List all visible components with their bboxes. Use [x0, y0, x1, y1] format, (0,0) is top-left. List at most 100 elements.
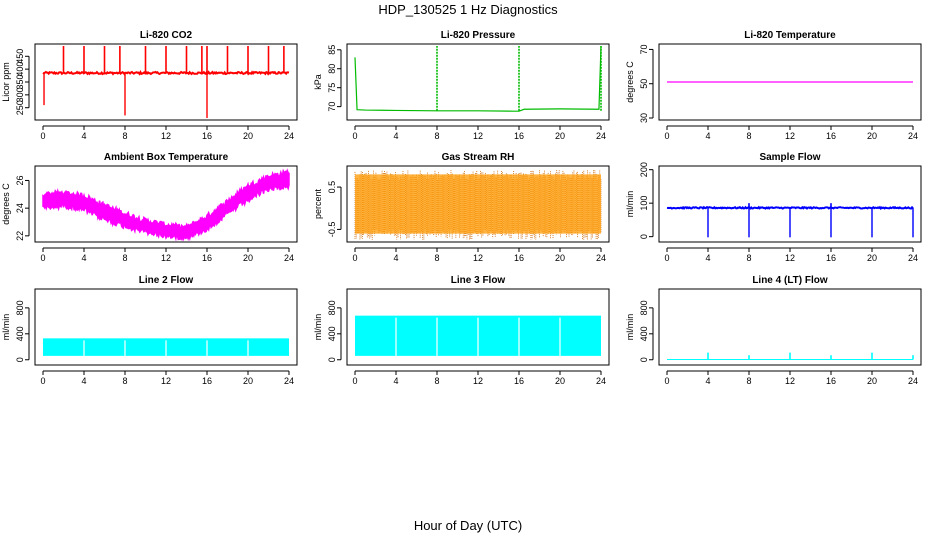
x-tick-label: 8 [434, 253, 439, 263]
x-tick-label: 12 [473, 131, 483, 141]
x-tick-label: 8 [746, 376, 751, 386]
x-tick-label: 24 [908, 376, 918, 386]
x-tick-label: 8 [746, 253, 751, 263]
y-tick-label: 200 [639, 162, 649, 177]
x-tick-label: 24 [596, 131, 606, 141]
data-series [354, 170, 602, 240]
x-tick-label: 20 [867, 376, 877, 386]
x-tick-label: 16 [514, 376, 524, 386]
x-tick-label: 12 [161, 131, 171, 141]
data-series [43, 338, 289, 356]
x-tick-label: 12 [161, 253, 171, 263]
x-tick-label: 4 [81, 376, 86, 386]
y-tick-label: -0.5 [327, 222, 337, 238]
x-tick-label: 12 [785, 131, 795, 141]
x-tick-label: 12 [785, 253, 795, 263]
y-tick-label: 0 [639, 357, 649, 362]
x-tick-label: 4 [393, 253, 398, 263]
x-tick-label: 8 [122, 131, 127, 141]
x-tick-label: 24 [908, 131, 918, 141]
series-band [42, 168, 290, 242]
x-tick-label: 24 [596, 253, 606, 263]
y-tick-label: 85 [327, 45, 337, 55]
data-series [666, 203, 914, 238]
x-tick-label: 20 [243, 376, 253, 386]
x-tick-label: 0 [352, 131, 357, 141]
y-tick-label: 250 [15, 100, 25, 115]
y-axis-label: degrees C [1, 183, 11, 225]
subplot-title: Gas Stream RH [442, 152, 515, 163]
x-tick-label: 8 [434, 131, 439, 141]
x-tick-label: 16 [826, 376, 836, 386]
x-tick-label: 24 [908, 253, 918, 263]
x-tick-label: 20 [243, 131, 253, 141]
y-tick-label: 0 [327, 357, 337, 362]
x-tick-label: 0 [40, 253, 45, 263]
x-tick-label: 4 [393, 376, 398, 386]
x-tick-label: 16 [202, 376, 212, 386]
subplot: Line 2 Flow ml/min 0 4 8 12 16 20 24 0 400 800 [1, 275, 298, 386]
y-tick-label: 300 [15, 87, 25, 102]
x-tick-label: 20 [555, 253, 565, 263]
plot-frame [346, 288, 610, 366]
subplot: Ambient Box Temperature degrees C 0 4 8 12 16 2… [1, 152, 298, 263]
data-series [42, 168, 290, 242]
y-tick-label: 30 [639, 113, 649, 123]
x-axis-title: Hour of Day (UTC) [413, 518, 523, 533]
x-tick-label: 8 [122, 253, 127, 263]
plot-frame [346, 43, 610, 121]
data-series [354, 45, 602, 112]
plot-frame [658, 288, 922, 366]
x-tick-label: 16 [202, 131, 212, 141]
x-tick-label: 0 [664, 376, 669, 386]
subplot-title: Sample Flow [759, 152, 820, 163]
subplot: Line 3 Flow ml/min 0 4 8 12 16 20 24 0 400 800 [313, 275, 610, 386]
y-tick-label: 800 [639, 300, 649, 315]
data-series [355, 315, 601, 356]
x-tick-label: 24 [284, 131, 294, 141]
x-tick-label: 0 [664, 131, 669, 141]
y-tick-label: 0 [639, 234, 649, 239]
x-tick-label: 8 [434, 376, 439, 386]
y-tick-label: 350 [15, 74, 25, 89]
x-tick-label: 24 [596, 376, 606, 386]
subplot: Gas Stream RH percent 0 4 8 12 16 20 24 -0.5 0.5 [313, 152, 610, 263]
y-tick-label: 400 [15, 62, 25, 77]
x-tick-label: 12 [161, 376, 171, 386]
x-tick-label: 12 [785, 376, 795, 386]
x-tick-label: 4 [705, 376, 710, 386]
subplot-title: Li-820 Pressure [441, 30, 516, 41]
y-tick-label: 100 [639, 196, 649, 211]
x-tick-label: 20 [555, 131, 565, 141]
y-tick-label: 22 [15, 231, 25, 241]
y-tick-label: 400 [15, 326, 25, 341]
x-tick-label: 20 [867, 131, 877, 141]
y-axis-label: ml/min [625, 191, 635, 218]
y-axis-label: ml/min [625, 314, 635, 341]
y-tick-label: 0 [15, 357, 25, 362]
x-tick-label: 0 [40, 131, 45, 141]
subplot-title: Li-820 CO2 [140, 30, 193, 41]
y-axis-label: ml/min [313, 314, 323, 341]
y-axis-label: Licor ppm [1, 62, 11, 102]
series-line [354, 45, 602, 112]
y-tick-label: 450 [15, 49, 25, 64]
x-tick-label: 20 [867, 253, 877, 263]
x-tick-label: 24 [284, 376, 294, 386]
x-tick-label: 20 [555, 376, 565, 386]
subplot: Li-820 Pressure kPa 0 4 8 12 16 20 24 70 75 80 85 [313, 30, 610, 141]
y-axis-label: percent [313, 188, 323, 219]
x-tick-label: 0 [352, 376, 357, 386]
y-axis-label: ml/min [1, 314, 11, 341]
x-tick-label: 4 [393, 131, 398, 141]
x-tick-label: 0 [664, 253, 669, 263]
figure-title: HDP_130525 1 Hz Diagnostics [378, 2, 558, 17]
subplot: Sample Flow ml/min 0 4 8 12 16 20 24 0 100 200 [625, 152, 922, 263]
x-tick-label: 4 [81, 131, 86, 141]
y-tick-label: 0.5 [327, 181, 337, 194]
plot-frame [34, 43, 298, 121]
subplot: Li-820 Temperature degrees C 0 4 8 12 16 20 24 30… [625, 30, 922, 141]
x-tick-label: 4 [705, 131, 710, 141]
x-tick-label: 0 [40, 376, 45, 386]
